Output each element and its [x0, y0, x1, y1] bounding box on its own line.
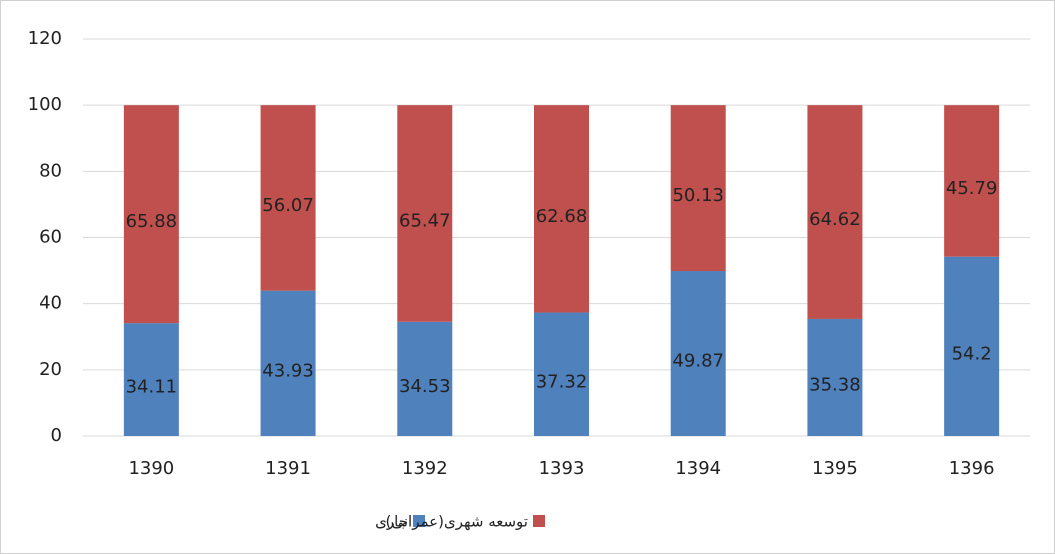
data-label: 62.68: [536, 206, 588, 227]
bar-segment: [807, 105, 863, 319]
legend-swatch: [413, 515, 425, 527]
data-label: 64.62: [809, 209, 861, 230]
y-tick-label: 0: [51, 425, 62, 446]
bar-segment: [944, 105, 1000, 257]
bar-segment: [807, 318, 863, 436]
data-label: 50.13: [672, 185, 724, 206]
bar-segment: [534, 105, 589, 313]
x-tick-label: 1390: [128, 458, 174, 479]
x-tick-label: 1395: [812, 458, 858, 479]
bar-segment: [944, 256, 1000, 436]
data-label: 45.79: [946, 178, 998, 199]
data-label: 56.07: [262, 195, 314, 216]
x-tick-label: 1394: [675, 458, 721, 479]
data-label: 54.2: [952, 343, 992, 364]
data-label: 37.32: [536, 371, 588, 392]
y-tick-label: 80: [39, 160, 62, 181]
x-tick-label: 1396: [949, 458, 995, 479]
bar-segment: [534, 312, 589, 436]
x-tick-label: 1391: [265, 458, 311, 479]
data-label: 35.38: [809, 374, 861, 395]
bar-segment: [260, 105, 316, 291]
data-label: 65.47: [399, 210, 451, 231]
x-tick-label: 1392: [402, 458, 448, 479]
legend-swatch: [533, 515, 545, 527]
data-label: 43.93: [262, 360, 314, 381]
y-tick-label: 40: [39, 293, 62, 314]
data-label: 65.88: [126, 211, 178, 232]
data-label: 49.87: [672, 351, 724, 372]
legend-label: جاری: [375, 513, 408, 531]
bar-segment: [670, 271, 726, 436]
bar-segment: [397, 105, 453, 322]
bar-segment: [123, 105, 179, 324]
y-tick-label: 20: [39, 359, 62, 380]
x-tick-label: 1393: [539, 458, 585, 479]
y-tick-label: 60: [39, 227, 62, 248]
y-tick-label: 120: [28, 28, 62, 49]
legend-label: توسعه شهری(عمرانی): [386, 513, 529, 531]
bar-segment: [397, 321, 453, 436]
bar-segment: [670, 105, 726, 272]
data-label: 34.11: [126, 377, 178, 398]
bar-segment: [260, 290, 316, 436]
y-tick-label: 100: [28, 94, 62, 115]
data-label: 34.53: [399, 376, 451, 397]
bar-segment: [123, 323, 179, 436]
